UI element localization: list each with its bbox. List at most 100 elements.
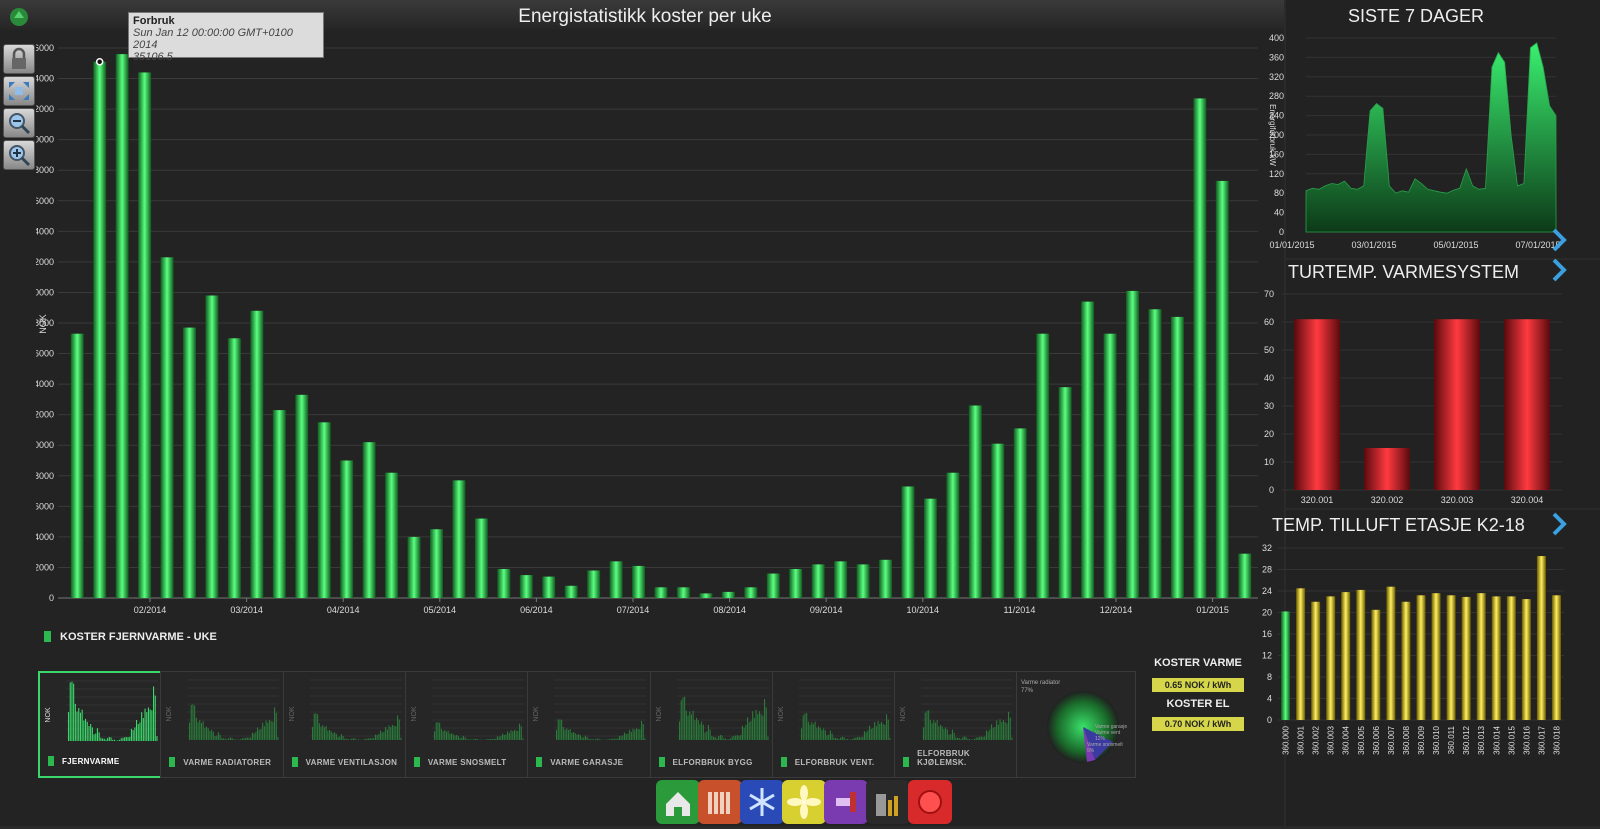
weekly-cost-chart[interactable]: 0200040006000800010000120001400016000180… (36, 34, 1286, 620)
bar (901, 486, 914, 598)
thumb-bar (819, 728, 820, 740)
thumb-bar (70, 683, 71, 742)
nav-ventilation-button[interactable] (782, 780, 826, 824)
bar (1356, 590, 1365, 720)
chevron-right-icon (1551, 228, 1567, 252)
bar (969, 406, 982, 599)
thumb-bar (724, 739, 725, 740)
thumb-bar (721, 736, 722, 740)
thumb-bar (726, 739, 727, 740)
nav-house-button[interactable] (656, 780, 700, 824)
thumb-bar (949, 735, 950, 740)
bar (1386, 587, 1395, 720)
thumb-bar (230, 738, 231, 740)
x-tick-label: 03/01/2015 (1351, 240, 1396, 250)
nav-pipe-button[interactable] (824, 780, 868, 824)
x-tick-label: 360.010 (1432, 725, 1441, 754)
thumb-bar (752, 711, 753, 740)
thumb-bar (99, 732, 100, 741)
thumbnail-chart: NOK (653, 674, 773, 746)
bar (1281, 611, 1290, 720)
side-turtemp-next-button[interactable] (1551, 258, 1567, 287)
thumb-bar (346, 739, 347, 740)
bar (497, 569, 510, 598)
thumb-bar (317, 714, 318, 740)
thumb-bar (935, 723, 936, 740)
zoom-out-button[interactable] (3, 108, 35, 138)
bar (744, 587, 757, 598)
nav-radiator-button[interactable] (698, 780, 742, 824)
thumb-bar (809, 725, 810, 740)
y-tick-label: 6000 (36, 501, 54, 511)
thumb-bar (194, 706, 195, 740)
lock-button[interactable] (3, 44, 35, 74)
cost-el-title: KOSTER EL (1148, 698, 1248, 710)
thumb-bar (696, 718, 697, 740)
thumb-bar (974, 739, 975, 740)
thumb-bar (979, 737, 980, 740)
thumb-bar (94, 734, 95, 741)
thumb-bar (104, 739, 105, 741)
thumb-bar (335, 734, 336, 740)
thumb-bar (141, 712, 142, 741)
thumb-bar (220, 735, 221, 740)
thumb-bar (498, 737, 499, 740)
thumb-bar (743, 728, 744, 740)
thumb-bar (740, 735, 741, 740)
pie-thumbnail[interactable]: Varme radiator 77% Varme garasje Varme v… (1016, 671, 1136, 778)
zoom-in-button[interactable] (3, 140, 35, 170)
thumb-bar (831, 733, 832, 740)
thumb-bar (731, 737, 732, 740)
thumbnail-chart: NOK (897, 674, 1017, 746)
thumb-bar (679, 722, 680, 740)
thumb-bar (928, 710, 929, 740)
fit-view-button[interactable] (3, 76, 35, 106)
logo-icon (8, 6, 30, 28)
thumb-bar (736, 735, 737, 740)
nav-alarm-button[interactable] (908, 780, 952, 824)
side-tilluft-next-button[interactable] (1551, 512, 1567, 541)
y-tick-label: 14000 (36, 379, 54, 389)
thumb-bar (879, 724, 880, 740)
thumb-bar (561, 720, 562, 740)
thumb-bar (502, 734, 503, 740)
bar (520, 575, 533, 598)
thumb-bar (730, 739, 731, 740)
thumb-bar (969, 739, 970, 740)
thumb-bar (507, 731, 508, 740)
bar (1296, 588, 1305, 720)
thumb-bar (121, 738, 122, 741)
side-7days-next-button[interactable] (1551, 228, 1567, 257)
thumb-bar (117, 740, 118, 741)
thumb-bar (437, 722, 438, 740)
x-tick-label: 04/2014 (327, 605, 360, 615)
thumb-bar (77, 712, 78, 742)
thumb-bar (136, 720, 137, 741)
thumb-y-label: NOK (900, 706, 907, 722)
thumb-bar (271, 721, 272, 740)
x-tick-label: 360.002 (1312, 725, 1321, 754)
thumb-bar (381, 732, 382, 740)
legend-label[interactable]: KOSTER FJERNVARME - UKE (60, 631, 217, 643)
thumb-bar (95, 734, 96, 742)
nav-cooling-button[interactable] (740, 780, 784, 824)
thumb-bar (193, 704, 194, 740)
thumb-bar (376, 735, 377, 740)
thumb-bar (764, 699, 765, 740)
thumb-y-label: NOK (778, 706, 785, 722)
last-7-days-chart[interactable]: 04080120160200240280320360400Energiforbr… (1258, 30, 1568, 258)
nav-meter-button[interactable] (866, 780, 910, 824)
thumb-bar (617, 739, 618, 740)
bar (1148, 309, 1161, 598)
thumb-bar (735, 735, 736, 740)
